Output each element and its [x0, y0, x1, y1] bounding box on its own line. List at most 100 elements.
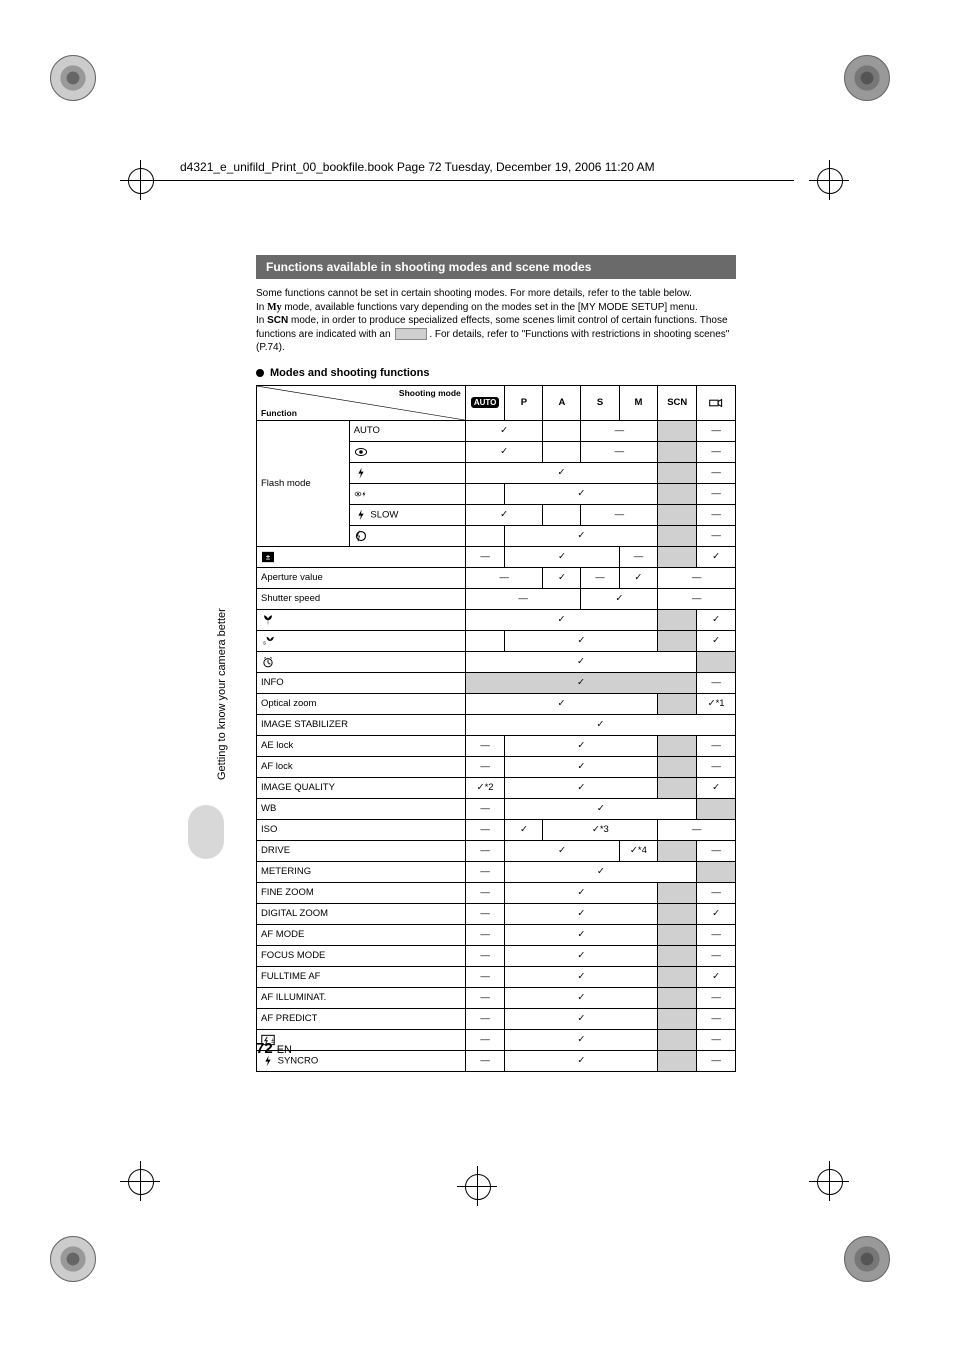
- table-row: SYNCRO—✓—: [257, 1050, 736, 1071]
- table-cell: ✓: [697, 609, 736, 630]
- section-title: Functions available in shooting modes an…: [256, 255, 736, 279]
- function-sub-label: SLOW: [349, 504, 465, 525]
- reg-mark-bl: [120, 1161, 160, 1201]
- table-cell: —: [697, 1050, 736, 1071]
- table-cell: —: [465, 903, 505, 924]
- function-label: s: [257, 630, 466, 651]
- mode-col-scn: SCN: [658, 385, 697, 420]
- crop-mark-tr: [844, 55, 904, 115]
- table-cell: ✓: [697, 630, 736, 651]
- table-cell: —: [697, 756, 736, 777]
- page-number: 72 EN: [256, 1040, 292, 1057]
- table-cell: —: [465, 819, 505, 840]
- table-cell: [658, 630, 697, 651]
- table-cell: ✓*1: [697, 693, 736, 714]
- table-row: FOCUS MODE—✓—: [257, 945, 736, 966]
- function-label: ISO: [257, 819, 466, 840]
- function-label: [257, 609, 466, 630]
- table-cell: ✓: [697, 777, 736, 798]
- function-label: [257, 651, 466, 672]
- function-label: AF PREDICT: [257, 1008, 466, 1029]
- table-cell: [658, 777, 697, 798]
- table-row: Aperture value—✓—✓—: [257, 567, 736, 588]
- table-cell: —: [581, 504, 658, 525]
- sidebar-chapter-text: Getting to know your camera better: [216, 608, 228, 780]
- table-cell: —: [465, 924, 505, 945]
- table-cell: —: [697, 672, 736, 693]
- table-cell: —: [465, 861, 505, 882]
- table-cell: —: [697, 1029, 736, 1050]
- table-cell: ✓: [505, 630, 658, 651]
- table-cell: —: [465, 567, 543, 588]
- table-cell: ✓: [505, 819, 543, 840]
- table-cell: —: [697, 882, 736, 903]
- table-cell: ✓: [697, 903, 736, 924]
- table-cell: ✓: [505, 1050, 658, 1071]
- table-cell: ✓: [465, 609, 657, 630]
- function-label: AF ILLUMINAT.: [257, 987, 466, 1008]
- table-cell: ✓: [505, 525, 658, 546]
- table-cell: [658, 546, 697, 567]
- intro-line1: Some functions cannot be set in certain …: [256, 288, 692, 299]
- table-cell: ✓*4: [619, 840, 658, 861]
- svg-text:s: s: [263, 640, 266, 646]
- table-cell: [697, 861, 736, 882]
- table-row: Flash modeAUTO✓——: [257, 420, 736, 441]
- table-row: FINE ZOOM—✓—: [257, 882, 736, 903]
- function-label: Aperture value: [257, 567, 466, 588]
- table-row: IMAGE QUALITY✓*2✓✓: [257, 777, 736, 798]
- table-cell: —: [697, 735, 736, 756]
- function-label: METERING: [257, 861, 466, 882]
- mode-col-m: M: [619, 385, 658, 420]
- table-cell: —: [465, 840, 505, 861]
- table-cell: [697, 651, 736, 672]
- print-header: d4321_e_unifild_Print_00_bookfile.book P…: [180, 160, 655, 174]
- header-shooting-mode: Shooting mode: [399, 388, 461, 398]
- function-label: DIGITAL ZOOM: [257, 903, 466, 924]
- table-cell: ✓*3: [543, 819, 658, 840]
- function-sub-label: AUTO: [349, 420, 465, 441]
- table-row: AF MODE—✓—: [257, 924, 736, 945]
- table-cell: ✓: [465, 504, 543, 525]
- page-num-value: 72: [256, 1040, 273, 1057]
- mymode-icon: My: [267, 302, 281, 313]
- table-cell: —: [697, 840, 736, 861]
- scn-label: SCN: [267, 315, 288, 326]
- table-cell: ✓: [505, 777, 658, 798]
- table-cell: ✓: [505, 840, 619, 861]
- function-label: Shutter speed: [257, 588, 466, 609]
- table-cell: —: [465, 735, 505, 756]
- table-cell: —: [697, 945, 736, 966]
- page-lang: EN: [277, 1044, 292, 1056]
- function-label: ±: [257, 546, 466, 567]
- function-label: INFO: [257, 672, 466, 693]
- table-cell: [543, 504, 581, 525]
- function-label: WB: [257, 798, 466, 819]
- table-cell: —: [581, 567, 619, 588]
- table-cell: ✓: [619, 567, 658, 588]
- table-cell: —: [581, 420, 658, 441]
- function-sub-label: [349, 462, 465, 483]
- table-body: Flash modeAUTO✓——✓——✓—✓— SLOW✓——✓—±—✓—✓A…: [257, 420, 736, 1071]
- page-content: Functions available in shooting modes an…: [256, 255, 736, 1072]
- table-caption: Modes and shooting functions: [256, 367, 736, 379]
- table-cell: [658, 1029, 697, 1050]
- table-cell: ✓: [697, 546, 736, 567]
- table-row: ✓✓: [257, 609, 736, 630]
- table-cell: ✓: [505, 546, 619, 567]
- table-cell: ✓: [505, 945, 658, 966]
- header-rule: [160, 180, 794, 181]
- table-cell: —: [658, 819, 736, 840]
- table-cell: [465, 483, 505, 504]
- table-cell: —: [658, 588, 736, 609]
- table-cell: ✓: [505, 1008, 658, 1029]
- function-label: AE lock: [257, 735, 466, 756]
- table-row: ✓: [257, 651, 736, 672]
- function-label: IMAGE STABILIZER: [257, 714, 466, 735]
- intro-paragraph: Some functions cannot be set in certain …: [256, 287, 736, 355]
- table-row: FULLTIME AF—✓✓: [257, 966, 736, 987]
- table-cell: —: [465, 1029, 505, 1050]
- table-cell: —: [465, 588, 581, 609]
- table-cell: [658, 945, 697, 966]
- reg-mark-br: [809, 1161, 849, 1201]
